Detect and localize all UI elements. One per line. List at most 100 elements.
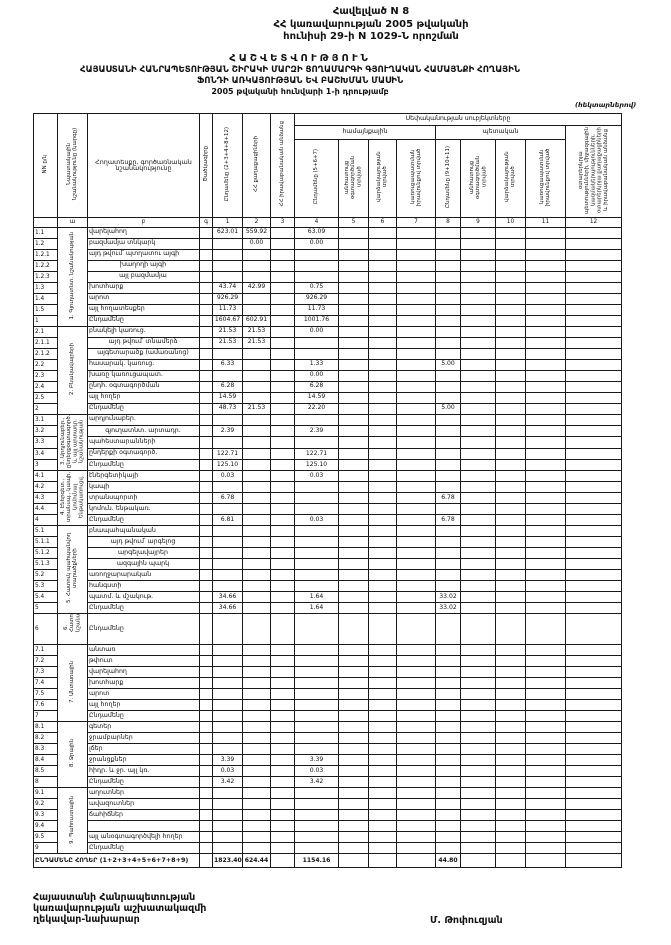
value-cell xyxy=(435,470,461,483)
group-header-community: համայնքային xyxy=(294,125,436,140)
value-cell xyxy=(495,436,526,449)
value-cell xyxy=(242,525,271,538)
value-cell xyxy=(396,743,436,756)
value-cell xyxy=(338,447,369,460)
row-number: 5.4 xyxy=(33,591,58,604)
value-cell xyxy=(396,732,436,745)
value-cell xyxy=(564,536,623,549)
value-cell xyxy=(460,842,496,855)
value-cell xyxy=(435,458,461,472)
value-cell xyxy=(525,710,566,723)
value-cell xyxy=(368,547,397,560)
value-cell xyxy=(495,732,526,745)
value-cell xyxy=(495,666,526,679)
value-cell xyxy=(564,226,623,239)
value-cell xyxy=(338,303,369,316)
value-cell xyxy=(242,831,271,844)
value-cell xyxy=(338,666,369,679)
value-cell xyxy=(242,347,271,360)
value-cell xyxy=(212,787,243,800)
value-cell xyxy=(212,547,243,560)
value-cell: 33.02 xyxy=(435,591,461,604)
value-cell xyxy=(564,743,623,756)
category-cell: 1. Գյուղատնտ. նշանակության xyxy=(57,226,88,327)
report-subtitle-1: ՀԱՅԱՍՏԱՆԻ ՀԱՆՐԱՊԵՏՈՒԹՅԱՆ ՇԻՐԱԿԻ ՄԱՐԶԻ ՑՈ… xyxy=(80,65,520,75)
value-cell xyxy=(338,248,369,261)
code-cell xyxy=(199,644,213,657)
value-cell: 3.42 xyxy=(294,776,339,789)
value-cell xyxy=(270,458,295,472)
value-cell: 11.73 xyxy=(294,303,339,316)
row-number: 2.4 xyxy=(33,380,58,393)
value-cell xyxy=(396,558,436,571)
table-row: 7.4 խոտհարք xyxy=(33,677,623,690)
value-cell xyxy=(564,325,623,338)
value-cell xyxy=(564,402,623,415)
value-cell xyxy=(270,536,295,549)
table-row: 2 Ընդամենը 48.73 21.53 22.20 5.00 xyxy=(33,402,623,415)
value-cell xyxy=(460,602,496,615)
value-cell xyxy=(564,292,623,305)
col-header-12: օտարերկրյա պետությունների, միջազգային կա… xyxy=(564,125,623,218)
value-cell xyxy=(242,369,271,382)
code-cell xyxy=(199,699,213,712)
value-cell xyxy=(294,503,339,516)
code-cell xyxy=(199,413,213,426)
value-cell xyxy=(525,325,566,338)
value-cell xyxy=(460,776,496,789)
landtype-label: հասարակ. կառուց. xyxy=(87,358,200,371)
value-cell xyxy=(212,820,243,833)
value-cell xyxy=(564,754,623,767)
column-index-cell: 4 xyxy=(294,216,339,228)
value-cell xyxy=(495,424,526,438)
code-cell xyxy=(199,613,213,646)
col-header-9: անհատույց օգտագործման տրված xyxy=(460,138,496,218)
value-cell xyxy=(435,754,461,767)
category-cell: 5. Հատուկ պահպանվող տարածքների xyxy=(57,525,88,615)
value-cell xyxy=(242,591,271,604)
value-cell xyxy=(368,336,397,349)
category-cell: 7. Անտառային xyxy=(57,644,88,723)
value-cell xyxy=(460,853,496,869)
value-cell xyxy=(338,655,369,668)
value-cell xyxy=(270,226,295,239)
value-cell xyxy=(396,710,436,723)
value-cell xyxy=(338,580,369,593)
value-cell xyxy=(525,248,566,261)
value-cell xyxy=(495,536,526,549)
value-cell: 0.00 xyxy=(294,369,339,382)
value-cell xyxy=(338,699,369,712)
value-cell xyxy=(435,391,461,404)
value-cell xyxy=(435,787,461,800)
table-row: 8.1 8. Ջրային գետեր xyxy=(33,721,623,789)
code-cell xyxy=(199,853,213,869)
value-cell xyxy=(368,369,397,382)
value-cell xyxy=(435,292,461,305)
row-number: 7.4 xyxy=(33,677,58,690)
value-cell: 0.03 xyxy=(212,765,243,778)
code-cell xyxy=(199,677,213,690)
value-cell xyxy=(525,525,566,538)
footer-line-3: ղեկավար-նախարար xyxy=(33,914,140,926)
value-cell xyxy=(396,358,436,371)
value-cell xyxy=(212,655,243,668)
value-cell xyxy=(495,613,526,646)
code-cell xyxy=(199,325,213,338)
value-cell xyxy=(435,226,461,239)
value-cell xyxy=(435,347,461,360)
value-cell xyxy=(460,413,496,426)
landtype-label: վարելահող xyxy=(87,666,200,679)
category-label: 7. Անտառային xyxy=(69,660,76,703)
value-cell xyxy=(460,226,496,239)
code-cell xyxy=(199,798,213,811)
value-cell xyxy=(270,820,295,833)
value-cell xyxy=(525,655,566,668)
value-cell xyxy=(460,688,496,701)
value-cell xyxy=(396,842,436,855)
value-cell xyxy=(495,547,526,560)
row-number: 9 xyxy=(33,842,58,855)
group-header-state: պետական xyxy=(435,125,566,140)
value-cell xyxy=(495,853,526,869)
column-index-cell: 12 xyxy=(564,216,623,228)
value-cell: 122.71 xyxy=(294,447,339,460)
